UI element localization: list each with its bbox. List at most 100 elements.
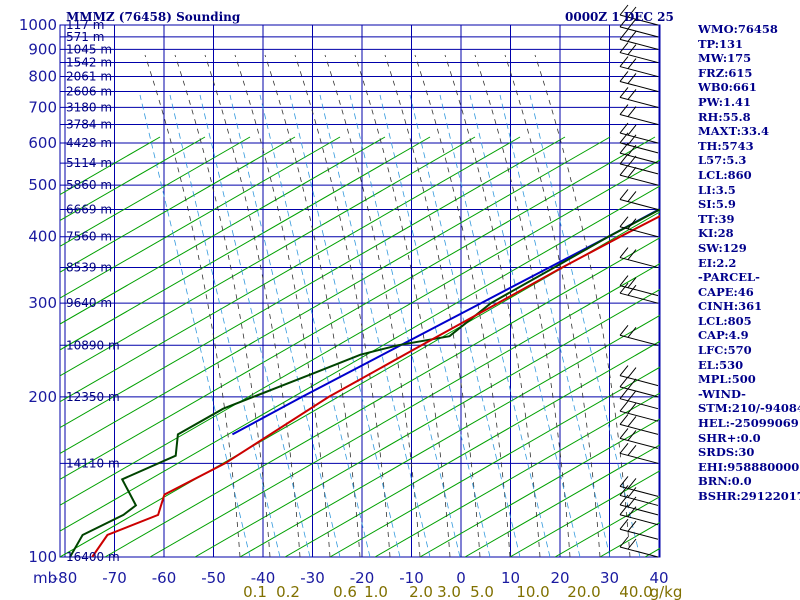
temperature-tick-label: -10	[399, 569, 424, 587]
height-label: 6669 m	[66, 202, 112, 216]
mixing-ratio-line	[409, 94, 521, 557]
index-line: FRZ:615	[698, 65, 753, 80]
wind-barb-flag	[627, 124, 637, 136]
wind-barb-flag	[627, 277, 637, 288]
dry-adiabat	[60, 136, 386, 325]
wind-barb-flag	[627, 487, 637, 498]
wind-barb-flag	[627, 31, 637, 42]
wind-barb-staff	[619, 423, 659, 435]
dry-adiabat	[284, 340, 660, 557]
wind-barb-flag	[619, 518, 629, 530]
wind-barb-staff	[619, 494, 659, 506]
mixing-ratio-tick-label: 1.0	[364, 583, 388, 600]
pressure-tick-label: 800	[28, 68, 57, 86]
wind-barb-staff	[619, 334, 659, 346]
mixing-ratio-line	[169, 94, 281, 557]
dry-adiabat	[464, 444, 660, 557]
wind-barbs	[619, 4, 659, 558]
index-line: HEL:-2509906913522	[698, 416, 800, 431]
height-label: 2606 m	[66, 84, 112, 98]
wind-barb-staff	[619, 26, 659, 38]
wind-barb-flag	[619, 71, 629, 82]
pressure-unit-label: mb	[33, 569, 57, 587]
wind-barb-flag	[619, 275, 629, 286]
wind-barb-staff	[619, 410, 659, 422]
wind-barb-staff	[619, 226, 659, 238]
temperature-tick-label: 0	[456, 569, 466, 587]
wind-barb-flag	[627, 89, 637, 100]
index-line: LI:3.5	[698, 182, 736, 197]
index-line: TP:131	[698, 36, 744, 51]
wind-barb-staff	[619, 452, 659, 464]
moist-adiabat	[294, 54, 391, 557]
height-label: 5114 m	[66, 156, 112, 170]
mixing-ratio-line	[259, 94, 371, 557]
index-line: LCL:860	[698, 167, 752, 182]
wind-barb-flag	[627, 18, 637, 30]
temperature-tick-label: -40	[251, 569, 276, 587]
wind-barb-staff	[619, 132, 659, 144]
wind-barb-staff	[619, 38, 659, 50]
wind-barb-flag	[619, 56, 629, 67]
index-line: WB0:661	[698, 80, 757, 95]
dry-adiabat	[374, 392, 660, 557]
height-label: 9640 m	[66, 296, 112, 310]
height-label: 4428 m	[66, 136, 112, 150]
index-line: MPL:500	[698, 372, 756, 387]
pressure-tick-label: 900	[28, 40, 57, 58]
index-line: TT:39	[698, 211, 735, 226]
wind-barb-staff	[619, 199, 659, 210]
wind-barb-flag	[619, 443, 629, 454]
wind-barb-staff	[619, 528, 659, 540]
wind-barb-staff	[619, 257, 659, 269]
moist-adiabat	[324, 54, 421, 557]
mixing-ratio-line	[499, 94, 611, 557]
height-label: 12350 m	[66, 390, 120, 404]
dry-adiabats	[60, 136, 660, 557]
wind-barb-staff	[619, 66, 659, 78]
index-line: CAP:4.9	[698, 328, 749, 343]
index-line: SW:129	[698, 240, 747, 255]
temperature-tick-label: -50	[201, 569, 226, 587]
wind-barb-flag	[619, 428, 629, 439]
mixing-ratio-line	[199, 94, 311, 557]
index-line: RH:55.8	[698, 109, 751, 124]
dry-adiabat	[419, 418, 660, 557]
wind-barb-staff	[619, 163, 659, 175]
wind-barb-staff	[619, 52, 659, 64]
wind-barb-flag	[627, 430, 637, 441]
moist-adiabat	[354, 54, 451, 557]
sounding-profiles	[69, 207, 660, 557]
pressure-tick-label: 1000	[19, 16, 57, 34]
chart-title: MMMZ (76458) Sounding	[66, 10, 241, 24]
wind-barb-flag	[619, 189, 629, 200]
wind-barb-staff	[619, 292, 659, 304]
mixing-ratio-tick-label: 40.0	[619, 583, 652, 600]
wind-barb-flag	[627, 538, 637, 550]
index-line: MAXT:33.4	[698, 124, 769, 139]
dry-adiabat	[104, 237, 660, 557]
index-line: CAPE:46	[698, 284, 754, 299]
moist-adiabat	[414, 54, 511, 557]
dry-adiabat	[509, 470, 660, 557]
wind-barb-staff	[619, 386, 659, 398]
mixing-ratio-tick-label: 2.0	[409, 583, 433, 600]
dry-adiabat	[60, 136, 296, 273]
temperature-tick-label: 10	[501, 569, 520, 587]
index-line: EL:530	[698, 357, 744, 372]
mixing-ratio-line	[229, 94, 341, 557]
mixing-ratio-tick-label: 0.6	[333, 583, 357, 600]
wind-barb-flag	[627, 520, 637, 532]
height-label: 7560 m	[66, 230, 112, 244]
wind-barb-flag	[627, 166, 637, 178]
wind-barb-flag	[627, 6, 637, 18]
index-line: -WIND-	[698, 386, 746, 401]
index-line: BRN:0.0	[698, 474, 752, 489]
wind-barb-staff	[619, 285, 659, 297]
temperature-tick-label: 40	[649, 569, 668, 587]
moist-adiabat	[264, 54, 361, 557]
wind-barb-staff	[619, 504, 659, 516]
wind-barb-staff	[619, 375, 659, 387]
chart-grid	[59, 24, 661, 558]
